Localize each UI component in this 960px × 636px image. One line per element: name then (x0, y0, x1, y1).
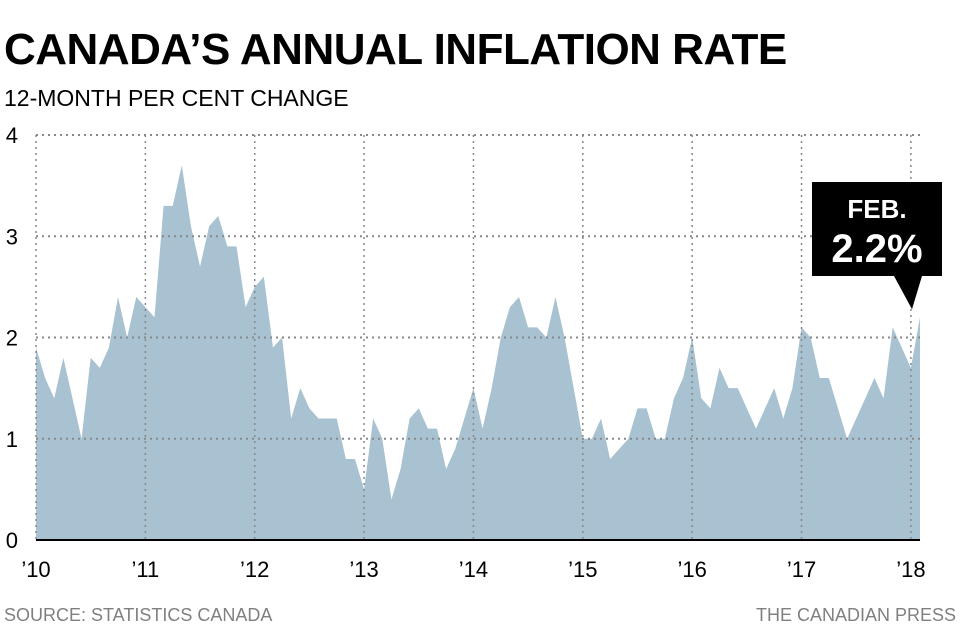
source-note: SOURCE: STATISTICS CANADA (4, 605, 273, 625)
callout-month-label: FEB. (847, 194, 906, 224)
x-tick-label: ’11 (131, 557, 159, 582)
inflation-area-series (36, 165, 920, 540)
chart-subtitle: 12-MONTH PER CENT CHANGE (4, 85, 349, 111)
x-tick-label: ’14 (459, 557, 488, 582)
callout-value-label: 2.2% (831, 227, 922, 271)
latest-value-callout (812, 182, 942, 310)
chart-title: CANADA’S ANNUAL INFLATION RATE (4, 25, 787, 74)
y-tick-label: 0 (6, 528, 18, 553)
x-tick-label: ’16 (677, 557, 706, 582)
y-tick-label: 2 (6, 326, 18, 351)
x-tick-label: ’13 (349, 557, 378, 582)
x-tick-label: ’15 (568, 557, 597, 582)
y-tick-label: 3 (6, 224, 18, 249)
x-tick-label: ’12 (240, 557, 269, 582)
x-tick-label: ’10 (21, 557, 50, 582)
y-tick-label: 4 (6, 123, 18, 148)
x-tick-label: ’18 (896, 557, 925, 582)
y-tick-label: 1 (6, 427, 18, 452)
credit-note: THE CANADIAN PRESS (755, 605, 956, 625)
x-tick-label: ’17 (787, 557, 816, 582)
inflation-area-chart: 0 1 2 3 4 ’10 ’11 ’12 ’13 ’14 ’15 ’16 ’17 ’18 FEB.2.2% (6, 123, 942, 582)
